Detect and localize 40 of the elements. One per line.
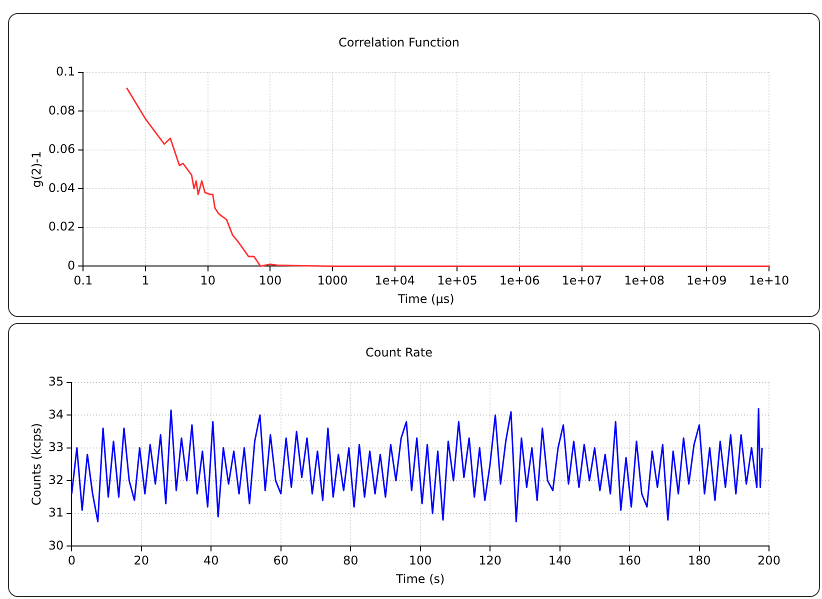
x-tick-label: 40 xyxy=(203,554,219,568)
y-tick-label: 0 xyxy=(67,258,76,272)
y-tick-label: 30 xyxy=(48,538,64,552)
x-tick-label: 1e+09 xyxy=(686,274,727,288)
x-tick-label: 160 xyxy=(618,554,641,568)
x-tick-label: 1e+10 xyxy=(748,274,790,288)
x-tick-label: 1 xyxy=(142,274,150,288)
x-tick-label: 100 xyxy=(408,554,432,568)
x-tick-label: 1e+04 xyxy=(374,274,416,288)
y-tick-label: 34 xyxy=(48,407,64,422)
x-tick-label: 1e+05 xyxy=(437,274,478,288)
x-tick-label: 1e+07 xyxy=(562,274,602,288)
y-tick-label: 0.06 xyxy=(48,142,76,156)
x-tick-label: 200 xyxy=(758,554,780,568)
x-axis-title: Time (µs) xyxy=(396,292,454,306)
chart-title: Count Rate xyxy=(366,345,432,360)
x-tick-label: 1e+06 xyxy=(499,274,540,288)
x-tick-label: 80 xyxy=(342,554,358,568)
chart-title: Correlation Function xyxy=(338,35,460,50)
x-tick-label: 140 xyxy=(548,554,572,568)
x-tick-label: 0.1 xyxy=(74,274,93,288)
x-tick-label: 1000 xyxy=(317,274,348,288)
y-axis-title: Counts (kcps) xyxy=(29,423,44,506)
y-tick-label: 0.04 xyxy=(48,180,76,195)
y-tick-label: 0.02 xyxy=(48,220,76,234)
y-tick-label: 35 xyxy=(48,374,64,389)
y-tick-label: 0.08 xyxy=(48,103,76,118)
x-tick-label: 120 xyxy=(478,554,502,568)
x-tick-label: 20 xyxy=(134,554,150,568)
y-axis-title: g(2)-1 xyxy=(29,151,44,188)
x-tick-label: 180 xyxy=(688,554,711,568)
y-tick-label: 0.1 xyxy=(56,64,76,79)
x-axis-title: Time (s) xyxy=(394,572,445,586)
x-tick-label: 10 xyxy=(200,274,216,288)
y-tick-label: 32 xyxy=(48,472,64,487)
x-tick-label: 100 xyxy=(258,274,282,288)
y-tick-label: 31 xyxy=(48,506,64,520)
x-tick-label: 1e+08 xyxy=(624,274,664,288)
x-tick-label: 60 xyxy=(273,554,289,568)
y-tick-label: 33 xyxy=(48,440,64,454)
